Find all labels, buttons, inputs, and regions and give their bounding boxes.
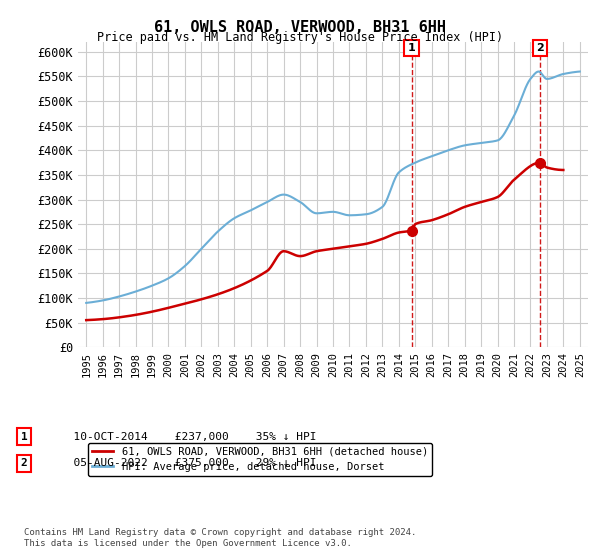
Text: 2: 2 (536, 43, 544, 53)
Text: 05-AUG-2022    £375,000    29% ↓ HPI: 05-AUG-2022 £375,000 29% ↓ HPI (60, 459, 317, 468)
Text: 61, OWLS ROAD, VERWOOD, BH31 6HH: 61, OWLS ROAD, VERWOOD, BH31 6HH (154, 20, 446, 35)
Text: 10-OCT-2014    £237,000    35% ↓ HPI: 10-OCT-2014 £237,000 35% ↓ HPI (60, 432, 317, 442)
Text: 1: 1 (408, 43, 416, 53)
Text: 1: 1 (20, 432, 28, 442)
Text: 2: 2 (20, 459, 28, 468)
Text: Contains HM Land Registry data © Crown copyright and database right 2024.
This d: Contains HM Land Registry data © Crown c… (24, 528, 416, 548)
Legend: 61, OWLS ROAD, VERWOOD, BH31 6HH (detached house), HPI: Average price, detached : 61, OWLS ROAD, VERWOOD, BH31 6HH (detach… (88, 443, 432, 476)
Text: Price paid vs. HM Land Registry's House Price Index (HPI): Price paid vs. HM Land Registry's House … (97, 31, 503, 44)
